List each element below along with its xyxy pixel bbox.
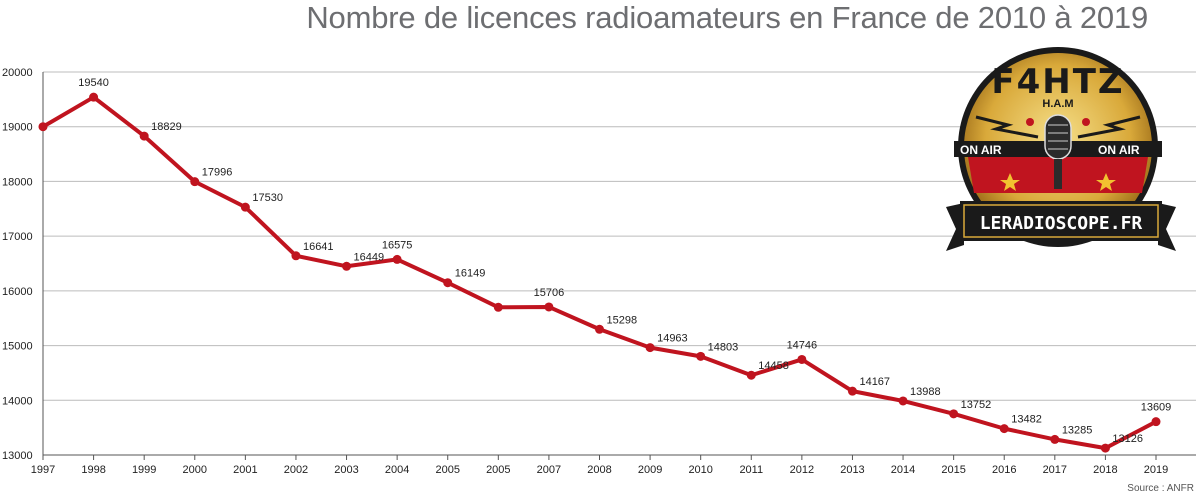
data-point [746, 370, 756, 380]
logo-lightning-left [975, 115, 1039, 139]
x-tick-label: 1999 [132, 464, 156, 476]
logo-onair-right: ON AIR [1098, 143, 1140, 157]
y-tick-label: 18000 [2, 176, 33, 188]
logo-banner-text: LERADIOSCOPE.FR [980, 213, 1143, 234]
data-point [797, 354, 807, 364]
data-label: 14803 [708, 341, 739, 353]
data-label: 17530 [252, 192, 283, 204]
x-tick-label: 2010 [688, 464, 712, 476]
x-tick-label: 2004 [385, 464, 409, 476]
data-label: 16449 [354, 251, 385, 263]
data-label: 18829 [151, 121, 182, 133]
data-point [898, 396, 908, 406]
data-point [595, 324, 604, 334]
data-point [949, 409, 959, 419]
radio-logo: ON AIR ON AIR F4HTZ H.A.M LERADIOSCOPE.F… [946, 47, 1176, 251]
x-tick-label: 2017 [1043, 464, 1067, 476]
data-label: 15706 [534, 287, 565, 299]
data-label: 13988 [910, 386, 941, 398]
x-tick-label: 2005 [486, 464, 510, 476]
y-tick-label: 17000 [2, 231, 33, 243]
x-tick-label: 2008 [587, 464, 611, 476]
source-note: Source : ANFR [1127, 483, 1194, 494]
star-icon [1000, 173, 1116, 191]
data-series [38, 92, 1161, 453]
x-tick-label: 2016 [992, 464, 1016, 476]
data-label: 13126 [1112, 433, 1143, 445]
y-tick-label: 14000 [2, 395, 33, 407]
data-point [38, 122, 48, 132]
x-tick-label: 2013 [840, 464, 864, 476]
chart-title: Nombre de licences radioamateurs en Fran… [306, 0, 1148, 35]
data-point [291, 251, 301, 261]
data-label: 14963 [657, 333, 688, 345]
x-tick-label: 1997 [31, 464, 55, 476]
x-tick-label: 2001 [233, 464, 257, 476]
logo-banner [960, 201, 1162, 241]
data-point [342, 261, 352, 271]
x-tick-label: 2000 [183, 464, 207, 476]
x-tick-label: 2011 [739, 464, 763, 476]
data-point [392, 254, 402, 264]
data-label: 14746 [787, 339, 818, 351]
x-tick-label: 2019 [1144, 464, 1168, 476]
data-point [1050, 434, 1060, 444]
data-label: 16149 [455, 268, 486, 280]
logo-red-dot-left [1026, 118, 1034, 126]
data-label: 14167 [859, 376, 890, 388]
x-tick-label: 2005 [435, 464, 459, 476]
logo-onair-left: ON AIR [960, 143, 1002, 157]
data-point [190, 177, 200, 187]
microphone-icon [1044, 114, 1072, 189]
y-tick-label: 13000 [2, 450, 33, 462]
data-label: 15298 [607, 314, 638, 326]
y-tick-label: 20000 [2, 67, 33, 79]
data-label: 13285 [1062, 424, 1093, 436]
data-point [1100, 443, 1110, 453]
data-label: 16641 [303, 241, 334, 253]
data-label: 17996 [202, 167, 233, 179]
y-tick-label: 15000 [2, 341, 33, 353]
data-point [847, 386, 857, 396]
data-point [89, 92, 99, 102]
logo-banner-border [963, 204, 1159, 238]
x-tick-label: 2014 [891, 464, 915, 476]
x-tick-label: 2002 [284, 464, 308, 476]
logo-subtitle: H.A.M [1042, 98, 1073, 110]
data-point [999, 424, 1009, 434]
data-point [645, 343, 655, 353]
data-point [1151, 417, 1161, 427]
logo-callsign: F4HTZ [991, 62, 1124, 102]
x-tick-label: 2009 [638, 464, 662, 476]
x-tick-label: 2007 [537, 464, 561, 476]
x-tick-label: 2003 [334, 464, 358, 476]
data-label: 16575 [382, 239, 413, 251]
data-point [696, 351, 706, 361]
data-point [443, 278, 453, 288]
data-label: 19540 [78, 77, 109, 89]
logo-red-dot-right [1082, 118, 1090, 126]
logo-lightning-right [1077, 115, 1141, 139]
y-tick-label: 19000 [2, 122, 33, 134]
y-tick-label: 16000 [2, 286, 33, 298]
x-tick-label: 1998 [81, 464, 105, 476]
data-label: 13609 [1141, 402, 1172, 414]
x-tick-label: 2012 [790, 464, 814, 476]
data-label: 13752 [961, 399, 992, 411]
data-point [240, 202, 250, 212]
data-label: 14458 [758, 360, 789, 372]
data-point [544, 302, 554, 312]
data-point [493, 302, 503, 312]
data-label: 13482 [1011, 414, 1042, 426]
data-point [139, 131, 149, 141]
axes: 13000 14000 15000 16000 17000 18000 19000 20000… [2, 67, 1196, 476]
x-tick-label: 2015 [941, 464, 965, 476]
x-tick-label: 2018 [1093, 464, 1117, 476]
